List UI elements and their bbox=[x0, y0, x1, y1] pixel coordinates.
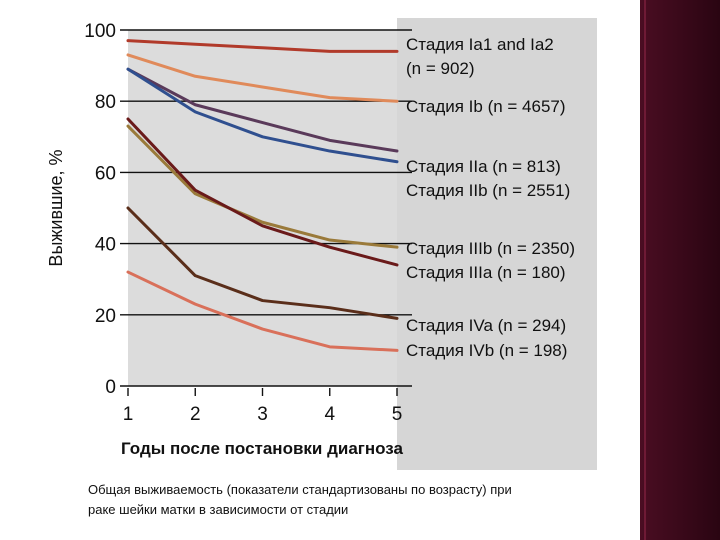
legend-label-8: Стадия IVb (n = 198) bbox=[406, 341, 567, 360]
plot-area-background bbox=[128, 30, 397, 386]
legend-label-4: Стадия IIb (n = 2551) bbox=[406, 181, 570, 200]
legend-background bbox=[397, 18, 597, 470]
series-line-2 bbox=[126, 53, 399, 103]
x-tick-label-1: 1 bbox=[123, 404, 134, 425]
legend-label-7: Стадия IVa (n = 294) bbox=[406, 316, 566, 335]
legend-name-1: Стадия Ia1 and Ia2 bbox=[406, 35, 554, 54]
series-line-4 bbox=[126, 67, 399, 164]
slide-side-bar bbox=[640, 0, 720, 540]
x-tick-label-3: 3 bbox=[257, 404, 268, 425]
legend-label-6: Стадия IIIa (n = 180) bbox=[406, 263, 566, 282]
y-tick-label-20: 20 bbox=[95, 306, 116, 327]
x-tick-label-5: 5 bbox=[392, 404, 403, 425]
chart-caption: Общая выживаемость (показатели стандарти… bbox=[88, 482, 512, 517]
x-tick-label-2: 2 bbox=[190, 404, 201, 425]
series-line-8 bbox=[126, 270, 399, 352]
x-tick-label-4: 4 bbox=[324, 404, 335, 425]
y-tick-label-100: 100 bbox=[84, 21, 116, 42]
legend-label-5: Стадия IIIb (n = 2350) bbox=[406, 239, 575, 258]
survival-line-chart: 0 20 40 60 80 100 1 2 3 4 5 Выжившие, % Годы после п… bbox=[40, 18, 598, 470]
y-tick-label-80: 80 bbox=[95, 92, 116, 113]
series-line-3 bbox=[126, 67, 399, 153]
legend-n-1: (n = 902) bbox=[406, 59, 475, 78]
series-line-6 bbox=[126, 117, 399, 267]
y-tick-label-40: 40 bbox=[95, 235, 116, 256]
series-line-1 bbox=[126, 39, 399, 53]
legend-label-3: Стадия IIa (n = 813) bbox=[406, 157, 561, 176]
y-tick-label-60: 60 bbox=[95, 163, 116, 184]
survival-chart-figure: 0 20 40 60 80 100 1 2 3 4 5 Выжившие, % Годы после п… bbox=[40, 18, 598, 470]
x-axis-label: Годы после постановки диагноза bbox=[121, 439, 403, 458]
side-bar-accent-line bbox=[644, 0, 646, 540]
legend-label-2: Стадия Ib (n = 4657) bbox=[406, 97, 566, 116]
series-line-5 bbox=[126, 124, 399, 249]
series-line-7 bbox=[126, 206, 399, 320]
y-tick-label-0: 0 bbox=[105, 377, 116, 398]
y-axis-label: Выжившие, % bbox=[46, 149, 66, 266]
